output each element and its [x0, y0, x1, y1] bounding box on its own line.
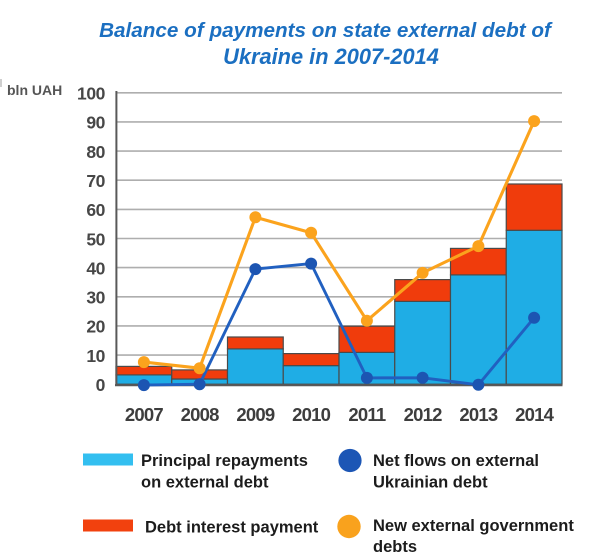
- svg-text:bln UAH: bln UAH: [7, 82, 62, 98]
- svg-text:20: 20: [86, 317, 105, 337]
- svg-text:10: 10: [86, 346, 105, 366]
- svg-text:Principal repayments: Principal repayments: [141, 452, 308, 470]
- svg-text:50: 50: [86, 229, 105, 249]
- svg-text:2010: 2010: [292, 404, 330, 425]
- svg-text:on external debt: on external debt: [141, 474, 269, 492]
- svg-text:70: 70: [86, 171, 105, 191]
- svg-text:Ukraine in 2007-2014: Ukraine in 2007-2014: [223, 44, 439, 69]
- svg-text:40: 40: [86, 258, 105, 278]
- svg-text:debts: debts: [373, 538, 417, 553]
- svg-text:Debt interest payment: Debt interest payment: [145, 519, 319, 537]
- svg-text:2014: 2014: [515, 404, 554, 425]
- svg-text:2008: 2008: [181, 404, 219, 425]
- svg-text:2011: 2011: [348, 404, 385, 425]
- svg-text:2012: 2012: [404, 404, 442, 425]
- svg-text:2009: 2009: [236, 404, 274, 425]
- svg-text:Net flows on external: Net flows on external: [373, 452, 539, 470]
- svg-text:90: 90: [86, 113, 105, 133]
- svg-text:2013: 2013: [459, 404, 497, 425]
- svg-text:2007: 2007: [125, 404, 163, 425]
- svg-text:80: 80: [86, 142, 105, 162]
- svg-text:30: 30: [86, 288, 105, 308]
- svg-text:Balance of payments on state e: Balance of payments on state external de…: [99, 19, 553, 42]
- svg-text:0: 0: [96, 375, 106, 395]
- svg-text:60: 60: [86, 200, 105, 220]
- svg-text:Ukrainian debt: Ukrainian debt: [373, 474, 488, 492]
- svg-text:New external government: New external government: [373, 517, 574, 535]
- svg-text:100: 100: [77, 84, 106, 104]
